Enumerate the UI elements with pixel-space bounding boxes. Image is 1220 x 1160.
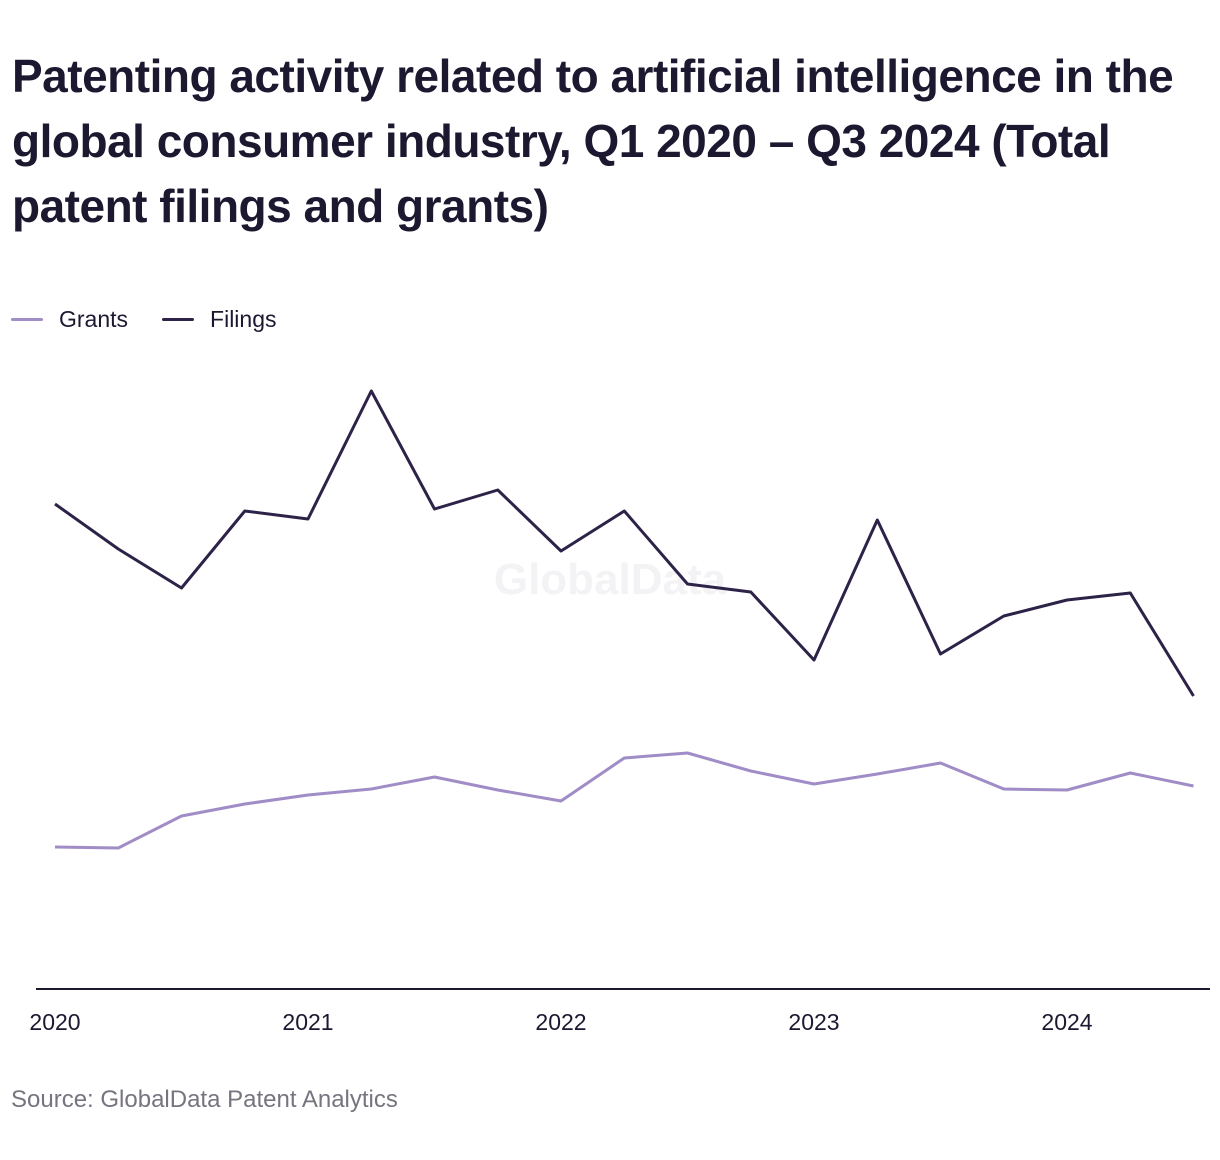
legend-swatch-filings — [162, 318, 195, 321]
data-point-grants-2023Q2[interactable] — [871, 768, 883, 780]
data-point-grants-2023Q4[interactable] — [998, 783, 1010, 795]
x-tick-label-2021: 2021 — [282, 1009, 333, 1035]
source-note: Source: GlobalData Patent Analytics — [11, 1086, 398, 1113]
legend: Grants Filings — [11, 306, 311, 333]
data-point-filings-2021Q3[interactable] — [429, 503, 441, 515]
legend-item-grants[interactable]: Grants — [11, 306, 128, 333]
data-point-grants-2024Q3[interactable] — [1188, 780, 1200, 792]
data-point-filings-2023Q2[interactable] — [871, 514, 883, 526]
data-point-filings-2020Q1[interactable] — [49, 498, 61, 510]
data-point-grants-2024Q1[interactable] — [1061, 784, 1073, 796]
data-point-grants-2020Q2[interactable] — [112, 842, 124, 854]
series-line-filings — [54, 389, 1195, 697]
series-layer — [49, 385, 1200, 854]
data-point-filings-2024Q2[interactable] — [1124, 587, 1136, 599]
watermark: GlobalData — [494, 555, 727, 604]
data-point-grants-2023Q1[interactable] — [808, 778, 820, 790]
legend-swatch-grants — [11, 318, 43, 321]
data-point-filings-2020Q2[interactable] — [112, 543, 124, 555]
data-point-filings-2021Q4[interactable] — [492, 484, 504, 496]
x-tick-label-2023: 2023 — [788, 1009, 839, 1035]
data-point-filings-2022Q1[interactable] — [555, 545, 567, 557]
data-point-filings-2020Q4[interactable] — [239, 505, 251, 517]
data-point-grants-2024Q2[interactable] — [1124, 767, 1136, 779]
data-point-filings-2022Q2[interactable] — [618, 505, 630, 517]
data-point-grants-2022Q4[interactable] — [745, 765, 757, 777]
data-point-grants-2020Q3[interactable] — [176, 810, 188, 822]
data-point-filings-2020Q3[interactable] — [176, 582, 188, 594]
legend-label-grants: Grants — [59, 306, 129, 332]
data-point-filings-2023Q3[interactable] — [935, 648, 947, 660]
chart-title: Patenting activity related to artificial… — [12, 50, 1174, 232]
data-point-filings-2024Q1[interactable] — [1061, 594, 1073, 606]
data-point-grants-2023Q3[interactable] — [935, 757, 947, 769]
legend-label-filings: Filings — [210, 306, 277, 332]
data-point-filings-2024Q3[interactable] — [1188, 690, 1200, 702]
x-tick-label-2020: 2020 — [29, 1009, 80, 1035]
data-point-grants-2020Q4[interactable] — [239, 798, 251, 810]
data-point-grants-2022Q2[interactable] — [618, 752, 630, 764]
data-point-grants-2021Q4[interactable] — [492, 784, 504, 796]
data-point-filings-2023Q4[interactable] — [998, 610, 1010, 622]
data-point-filings-2022Q4[interactable] — [745, 586, 757, 598]
data-point-filings-2021Q1[interactable] — [302, 513, 314, 525]
series-line-grants — [54, 751, 1194, 850]
data-point-grants-2021Q2[interactable] — [365, 783, 377, 795]
x-tick-label-2024: 2024 — [1041, 1009, 1092, 1035]
data-point-grants-2021Q3[interactable] — [429, 771, 441, 783]
data-point-grants-2020Q1[interactable] — [49, 841, 61, 853]
data-point-filings-2022Q3[interactable] — [682, 578, 694, 590]
data-point-filings-2023Q1[interactable] — [808, 654, 820, 666]
data-point-grants-2022Q1[interactable] — [555, 795, 567, 807]
watermark-layer: GlobalData — [494, 555, 727, 604]
data-point-grants-2021Q1[interactable] — [302, 789, 314, 801]
data-point-grants-2022Q3[interactable] — [682, 747, 694, 759]
legend-item-filings[interactable]: Filings — [162, 306, 277, 333]
x-tick-labels: 2020 2021 2022 2023 2024 — [29, 1009, 1092, 1035]
data-point-filings-2021Q2[interactable] — [365, 385, 377, 397]
x-tick-label-2022: 2022 — [535, 1009, 586, 1035]
